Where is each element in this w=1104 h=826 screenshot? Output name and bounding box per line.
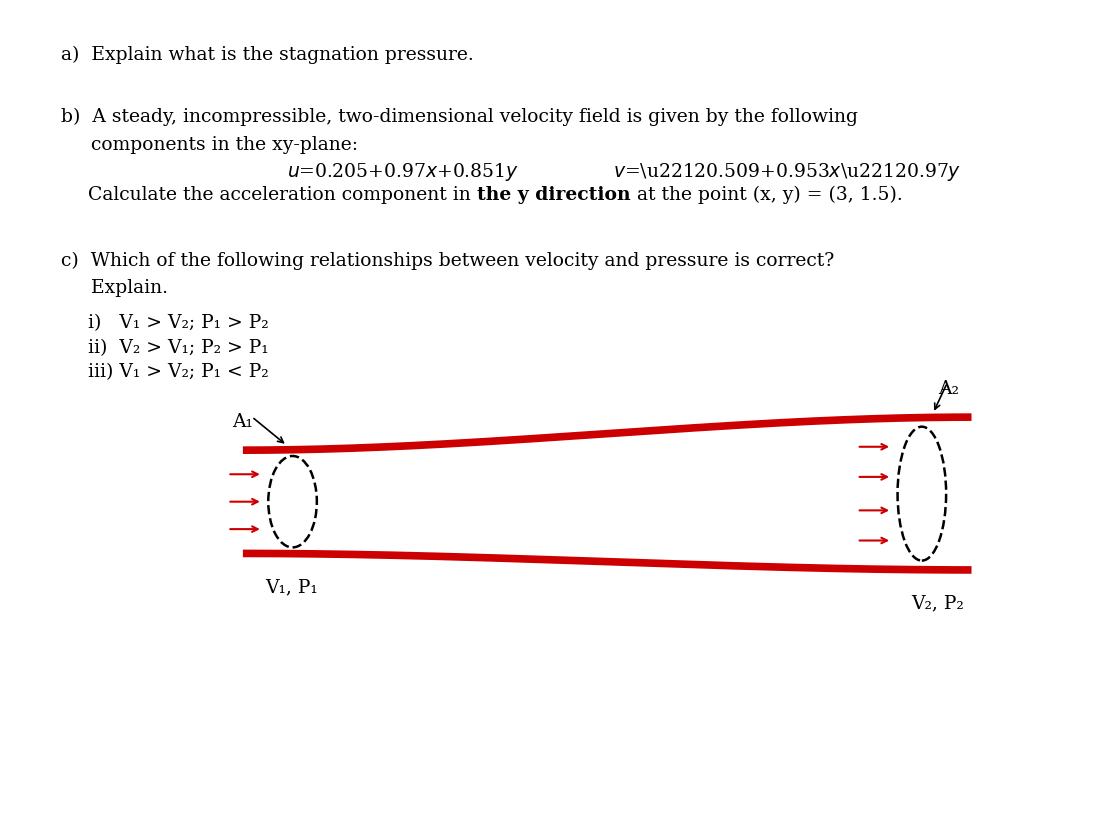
Text: at the point (x, y) = (3, 1.5).: at the point (x, y) = (3, 1.5). bbox=[630, 186, 902, 204]
Text: i)   V₁ > V₂; P₁ > P₂: i) V₁ > V₂; P₁ > P₂ bbox=[88, 314, 269, 332]
Text: A₁: A₁ bbox=[232, 412, 253, 430]
Text: the y direction: the y direction bbox=[477, 186, 630, 204]
Text: a)  Explain what is the stagnation pressure.: a) Explain what is the stagnation pressu… bbox=[61, 45, 474, 64]
Text: Calculate the acceleration component in: Calculate the acceleration component in bbox=[88, 186, 477, 204]
Text: ii)  V₂ > V₁; P₂ > P₁: ii) V₂ > V₁; P₂ > P₁ bbox=[88, 339, 269, 357]
Text: c)  Which of the following relationships between velocity and pressure is correc: c) Which of the following relationships … bbox=[61, 252, 834, 270]
Text: $u$=0.205+0.97$x$+0.851$y$: $u$=0.205+0.97$x$+0.851$y$ bbox=[287, 161, 519, 183]
Text: b)  A steady, incompressible, two-dimensional velocity field is given by the fol: b) A steady, incompressible, two-dimensi… bbox=[61, 107, 858, 126]
Text: Explain.: Explain. bbox=[61, 279, 168, 297]
Text: V₂, P₂: V₂, P₂ bbox=[911, 595, 964, 613]
Text: components in the xy-plane:: components in the xy-plane: bbox=[61, 136, 358, 154]
Text: V₁, P₁: V₁, P₁ bbox=[265, 578, 318, 596]
Text: $v$=\u22120.509+0.953$x$\u22120.97$y$: $v$=\u22120.509+0.953$x$\u22120.97$y$ bbox=[613, 161, 960, 183]
Text: iii) V₁ > V₂; P₁ < P₂: iii) V₁ > V₂; P₁ < P₂ bbox=[88, 363, 269, 382]
Text: A₂: A₂ bbox=[938, 381, 959, 398]
